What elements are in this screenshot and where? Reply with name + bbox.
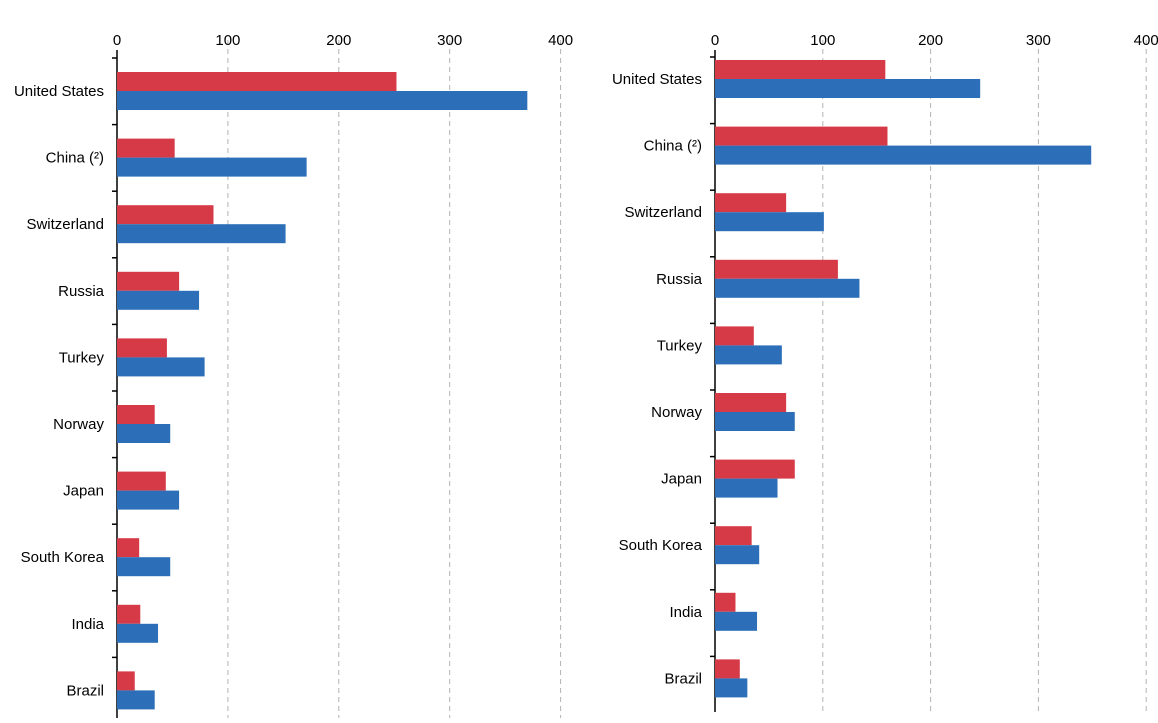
category-label-2-5: Norway [651,404,702,421]
category-label-2-7: South Korea [619,537,703,554]
category-label-1-0: United States [14,83,104,100]
bar-2-blue-7 [715,545,760,565]
x-tick-label-2-100: 100 [810,32,835,49]
category-label-2-0: United States [612,71,702,88]
bar-1-red-4 [117,338,167,358]
bar-2-red-2 [715,193,787,213]
category-label-1-7: South Korea [21,549,105,566]
bar-1-red-0 [117,72,397,91]
category-label-1-6: Japan [63,483,104,500]
x-tick-label-2-300: 300 [1026,32,1051,49]
bar-2-red-0 [715,60,886,79]
bar-2-blue-6 [715,478,778,498]
x-tick-label-2-400: 400 [1134,32,1158,49]
x-tick-label-1-200: 200 [326,32,351,49]
bar-1-red-2 [117,205,214,225]
bar-1-red-1 [117,138,175,158]
category-label-2-2: Switzerland [624,204,702,221]
bar-1-red-8 [117,604,141,624]
category-label-1-8: India [71,616,104,633]
bar-2-blue-3 [715,278,860,298]
bar-1-red-6 [117,471,166,491]
category-label-1-2: Switzerland [26,216,104,233]
bar-2-blue-2 [715,212,824,232]
x-tick-label-1-300: 300 [437,32,462,49]
bar-2-red-8 [715,592,736,612]
bar-1-red-3 [117,271,180,291]
bar-2-blue-4 [715,345,782,365]
category-label-1-5: Norway [53,416,104,433]
bar-1-blue-0 [117,91,528,110]
bar-1-blue-6 [117,490,180,510]
bar-1-red-9 [117,671,135,691]
bar-1-blue-8 [117,623,159,643]
bar-2-blue-1 [715,145,1092,165]
x-tick-label-2-0: 0 [711,32,719,49]
bar-2-red-7 [715,526,752,546]
bar-1-blue-4 [117,357,205,377]
bar-2-red-6 [715,459,795,479]
bar-2-red-9 [715,659,740,679]
category-label-1-4: Turkey [59,349,105,366]
x-tick-label-1-400: 400 [548,32,573,49]
bar-1-blue-7 [117,557,171,577]
x-tick-label-1-0: 0 [113,32,121,49]
bar-2-blue-9 [715,678,748,698]
category-label-1-3: Russia [58,283,105,300]
category-label-2-8: India [669,604,702,621]
bar-2-red-4 [715,326,754,346]
category-label-2-3: Russia [656,271,703,288]
bar-2-blue-5 [715,412,795,431]
category-label-1-1: China (²) [46,150,104,167]
bar-2-red-5 [715,393,787,412]
x-tick-label-1-100: 100 [215,32,240,49]
bar-1-blue-2 [117,224,286,244]
category-label-2-6: Japan [661,471,702,488]
bar-1-blue-9 [117,690,155,710]
bar-1-blue-5 [117,424,171,443]
category-label-2-4: Turkey [657,337,703,354]
category-label-1-9: Brazil [66,682,104,699]
category-label-2-1: China (²) [644,138,702,155]
bar-1-blue-1 [117,157,307,177]
bar-1-red-5 [117,405,155,424]
bar-1-red-7 [117,538,140,558]
category-label-2-9: Brazil [664,670,702,687]
bar-2-blue-8 [715,611,758,631]
bar-2-red-3 [715,259,838,279]
bar-2-blue-0 [715,79,981,98]
x-tick-label-2-200: 200 [918,32,943,49]
bar-2-red-1 [715,126,888,146]
bar-1-blue-3 [117,290,200,310]
